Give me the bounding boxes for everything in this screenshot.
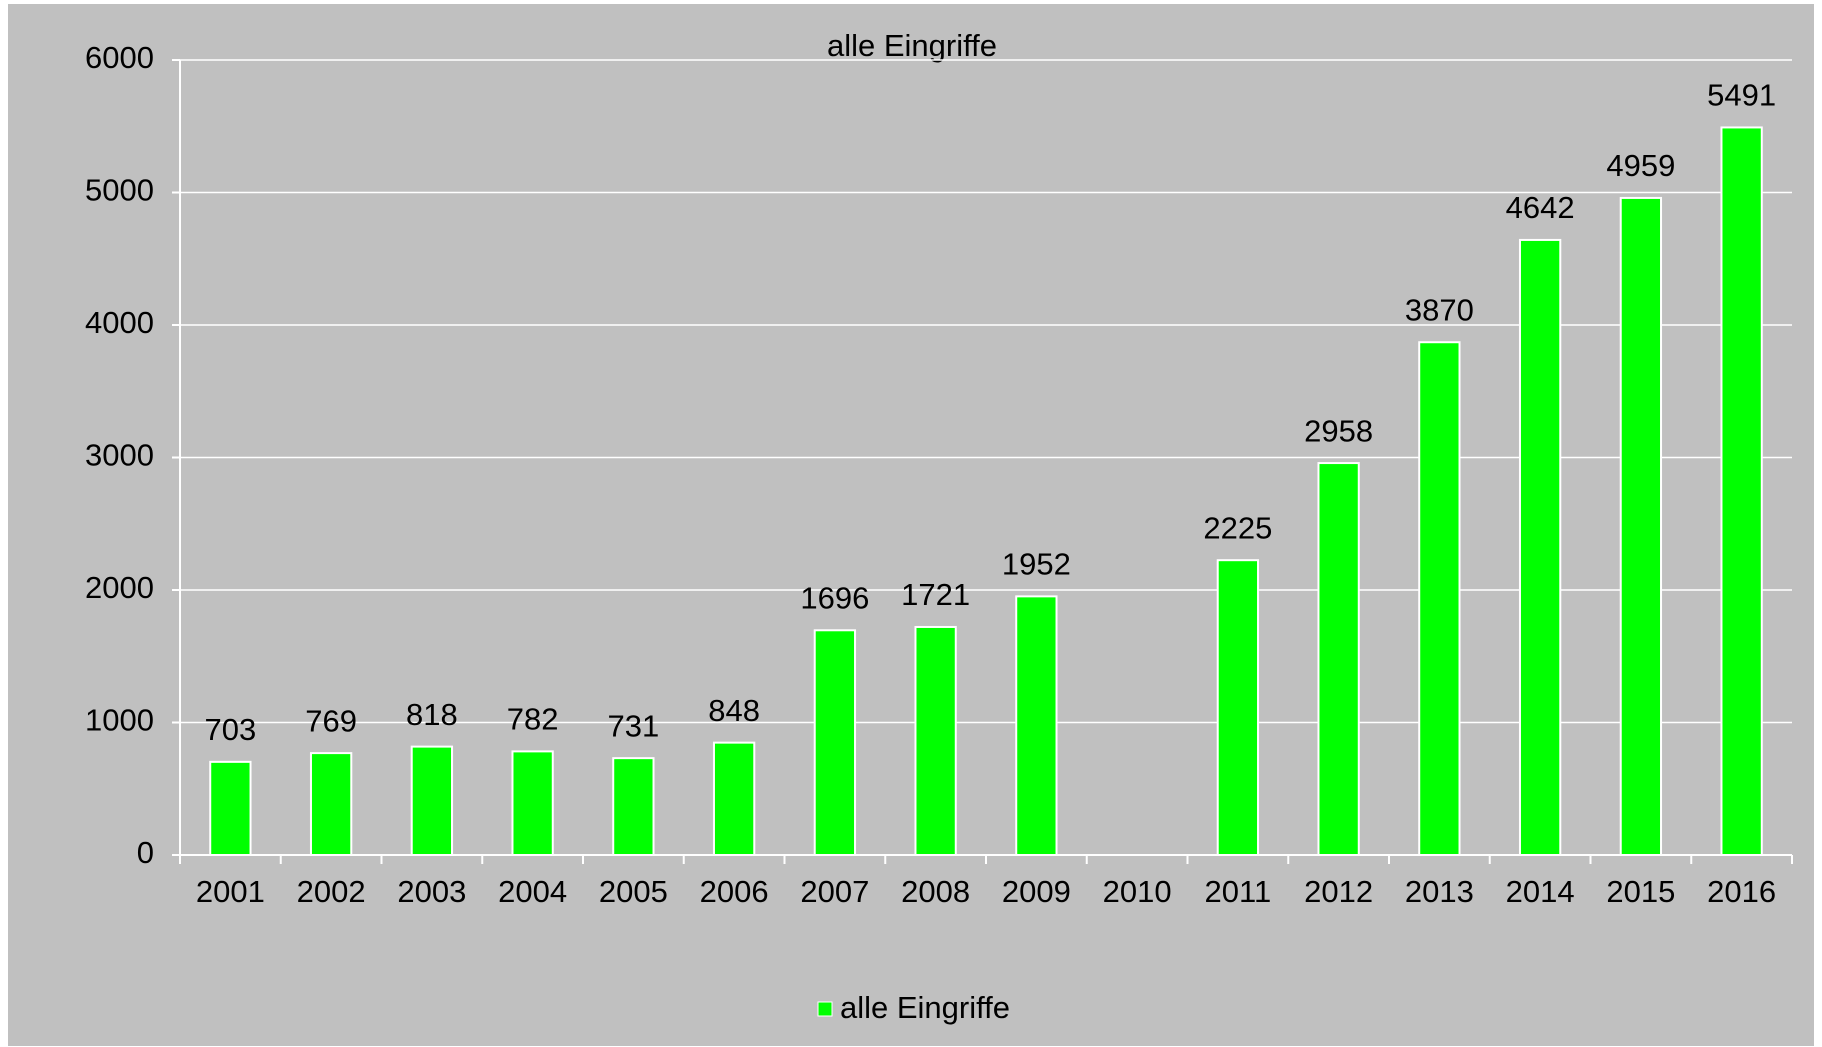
bar (1317, 462, 1360, 856)
bar (511, 750, 554, 857)
x-tick-label: 2007 (800, 874, 869, 909)
bar (1720, 126, 1763, 856)
x-tick-label: 2002 (297, 874, 366, 909)
legend-swatch (817, 1001, 833, 1017)
data-label: 769 (305, 703, 357, 738)
x-tick-label: 2016 (1707, 874, 1776, 909)
data-label: 1696 (800, 580, 869, 615)
y-tick-label: 0 (137, 835, 154, 870)
x-tick-label: 2014 (1506, 874, 1575, 909)
bar (813, 629, 857, 857)
data-label: 731 (608, 708, 660, 743)
data-label: 4959 (1606, 148, 1675, 183)
y-tick-label: 4000 (85, 305, 154, 340)
x-tick-label: 2006 (700, 874, 769, 909)
x-tick-label: 2003 (397, 874, 466, 909)
data-label: 782 (507, 702, 559, 737)
data-label: 5491 (1707, 78, 1776, 113)
y-tick-label: 3000 (85, 438, 154, 473)
data-label: 3870 (1405, 292, 1474, 327)
x-tick-label: 2009 (1002, 874, 1071, 909)
bar (209, 760, 252, 856)
x-tick-label: 2001 (196, 874, 265, 909)
data-label: 2958 (1304, 413, 1373, 448)
bar (1518, 238, 1562, 856)
x-tick-label: 2004 (498, 874, 567, 909)
chart-background (8, 4, 1814, 1046)
bar (914, 625, 957, 857)
chart-title: alle Eingriffe (827, 28, 997, 63)
bar (1216, 559, 1260, 856)
y-tick-label: 5000 (85, 173, 154, 208)
x-tick-label: 2013 (1405, 874, 1474, 909)
bar (1015, 595, 1058, 856)
bar (1619, 196, 1663, 856)
bar (410, 745, 454, 856)
data-label: 4642 (1506, 190, 1575, 225)
bar (712, 741, 756, 857)
data-label: 848 (708, 693, 760, 728)
x-tick-label: 2012 (1304, 874, 1373, 909)
data-label: 703 (205, 712, 257, 747)
x-tick-label: 2015 (1606, 874, 1675, 909)
x-tick-label: 2005 (599, 874, 668, 909)
legend-label: alle Eingriffe (840, 990, 1010, 1025)
data-label: 1721 (901, 577, 970, 612)
data-label: 818 (406, 697, 458, 732)
data-label: 2225 (1203, 510, 1272, 545)
x-tick-label: 2010 (1103, 874, 1172, 909)
bar (309, 752, 353, 856)
y-tick-label: 1000 (85, 703, 154, 738)
x-tick-label: 2011 (1205, 874, 1272, 909)
bar (612, 757, 655, 857)
y-tick-label: 6000 (85, 40, 154, 75)
y-tick-label: 2000 (85, 570, 154, 605)
data-label: 1952 (1002, 547, 1071, 582)
bar (1418, 341, 1461, 857)
x-tick-label: 2008 (901, 874, 970, 909)
